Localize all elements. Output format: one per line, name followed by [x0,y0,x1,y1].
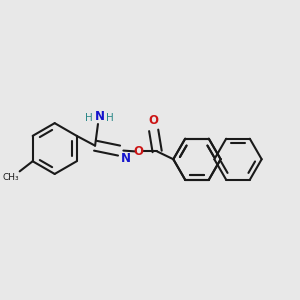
Text: O: O [134,145,143,158]
Text: N: N [94,110,104,123]
Text: CH₃: CH₃ [2,173,19,182]
Text: O: O [149,115,159,128]
Text: N: N [121,152,130,165]
Text: H: H [85,113,93,123]
Text: H: H [106,113,114,123]
